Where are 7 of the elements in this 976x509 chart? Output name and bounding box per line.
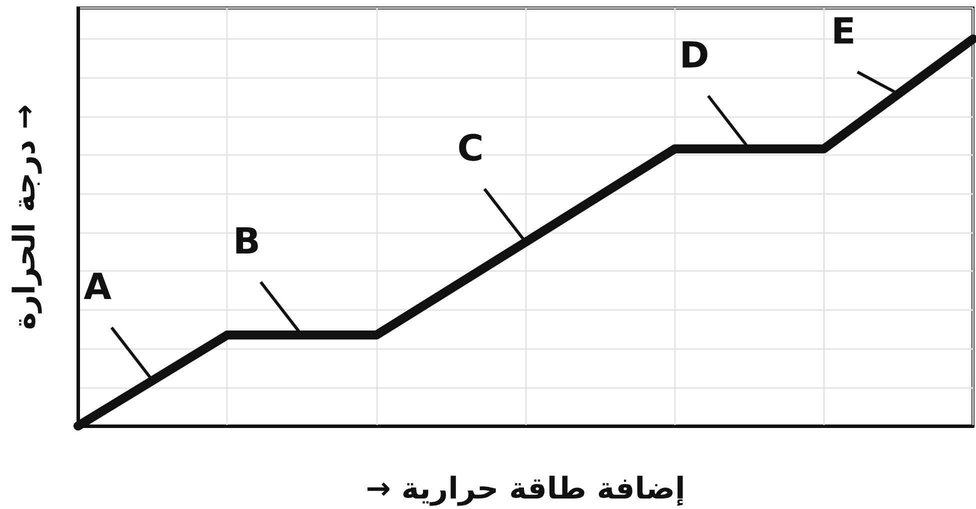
- x-axis-title: → إضافة طاقة حرارية: [366, 472, 686, 506]
- annotation: E: [831, 12, 856, 52]
- y-axis-title: درجة الحرارة →: [8, 104, 42, 330]
- annotation: D: [679, 35, 710, 76]
- annotation: C: [457, 128, 484, 170]
- annotation: B: [233, 222, 260, 263]
- annotation: A: [84, 267, 112, 308]
